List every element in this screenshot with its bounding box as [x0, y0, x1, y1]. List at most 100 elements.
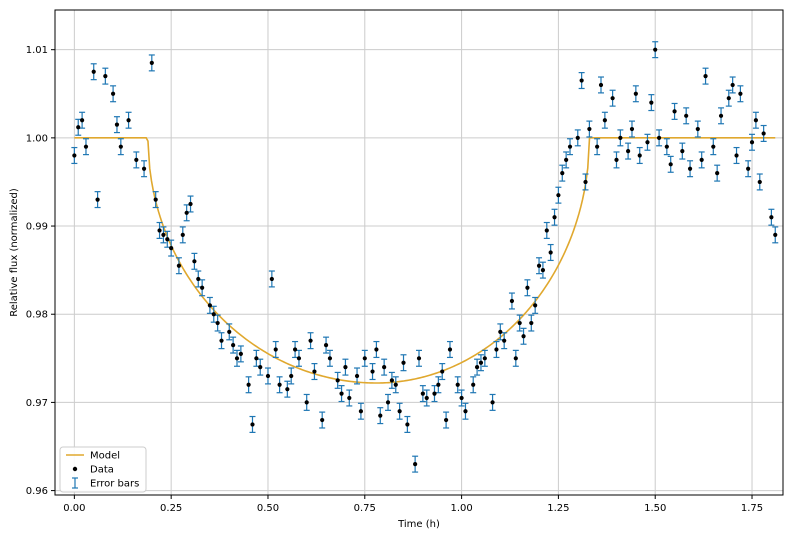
data-point [110, 91, 116, 96]
y-tick-label: 1.01 [26, 45, 48, 56]
data-point [718, 113, 724, 118]
data-point [176, 263, 182, 268]
data-point [265, 373, 271, 379]
data-point [234, 356, 240, 361]
data-point [296, 356, 302, 361]
legend-data-swatch [72, 466, 78, 472]
data-point [192, 259, 197, 264]
data-point [583, 179, 588, 185]
data-point [482, 356, 487, 361]
data-point [354, 373, 360, 379]
data-point [285, 387, 290, 392]
data-point [730, 82, 735, 88]
data-point [459, 395, 464, 401]
data-point [153, 197, 158, 202]
data-point [91, 69, 96, 74]
data-point [668, 162, 673, 167]
data-point [80, 118, 85, 123]
data-point [184, 210, 189, 215]
data-point [602, 118, 607, 123]
data-point [440, 369, 445, 374]
data-point [598, 82, 604, 88]
data-point [161, 232, 166, 237]
data-point [703, 74, 708, 79]
data-point [238, 351, 243, 357]
data-point [347, 395, 352, 401]
grid [55, 10, 783, 495]
data-point [471, 382, 476, 387]
data-point [645, 140, 650, 145]
data-point [405, 422, 410, 427]
data-point [556, 193, 561, 198]
data-point [200, 285, 205, 290]
data-point [474, 365, 480, 370]
data-point [614, 157, 619, 163]
data-point [323, 342, 329, 348]
data-point [292, 347, 298, 352]
data-point [773, 232, 778, 237]
data-point [757, 179, 762, 185]
data-point [560, 171, 565, 176]
data-point [738, 91, 743, 96]
data-point [370, 369, 375, 374]
data-point [250, 422, 255, 427]
data-point [378, 413, 383, 418]
data-point [327, 356, 333, 361]
data-point [498, 329, 503, 334]
data-point [494, 347, 499, 352]
y-tick-label: 1.00 [26, 133, 48, 144]
data-point [219, 338, 224, 343]
data-point [629, 126, 635, 132]
data-point [362, 356, 367, 361]
data-point [444, 417, 449, 423]
data-point [548, 250, 553, 255]
y-tick-label: 0.96 [26, 486, 48, 497]
data-point [587, 126, 592, 132]
data-point [165, 237, 170, 242]
data-point [567, 144, 573, 149]
x-tick-label: 0.00 [63, 503, 85, 514]
data-point [401, 360, 406, 365]
data-point [687, 166, 693, 171]
data-point [320, 417, 325, 423]
data-point [579, 78, 584, 83]
data-point [447, 347, 453, 352]
x-tick-label: 1.00 [450, 503, 472, 514]
x-tick-label: 0.75 [354, 503, 376, 514]
data-point [664, 144, 669, 149]
data-point [509, 298, 515, 304]
ticks: 0.00 0.25 0.50 0.75 1.00 1.25 1.50 1.75 0.96 0.97… [26, 45, 763, 514]
data-point [358, 409, 364, 414]
data-point [711, 144, 716, 149]
data-points-layer [72, 47, 778, 467]
data-point [413, 462, 418, 467]
data-point [749, 140, 755, 145]
data-point [157, 228, 162, 233]
data-point [254, 356, 259, 361]
data-point [649, 100, 654, 105]
y-tick-label: 0.99 [26, 222, 48, 233]
data-point [114, 122, 120, 127]
data-point [536, 263, 542, 268]
data-point [149, 60, 154, 66]
x-tick-label: 0.25 [160, 503, 182, 514]
legend-box [59, 446, 147, 493]
data-point [231, 342, 236, 348]
data-point [715, 171, 720, 176]
data-point [626, 148, 631, 154]
y-tick-label: 0.97 [26, 398, 48, 409]
data-point [610, 96, 615, 101]
x-tick-label: 1.50 [644, 503, 666, 514]
x-tick-label: 1.25 [547, 503, 569, 514]
data-point [432, 391, 437, 396]
x-axis-label: Time (h) [397, 519, 440, 530]
data-point [436, 382, 441, 387]
data-point [76, 125, 81, 130]
data-point [95, 197, 100, 202]
data-point [656, 135, 662, 140]
legend: Model Data Error bars [59, 446, 147, 493]
data-point [753, 118, 758, 123]
x-tick-label: 0.50 [257, 503, 279, 514]
data-point [684, 113, 689, 118]
